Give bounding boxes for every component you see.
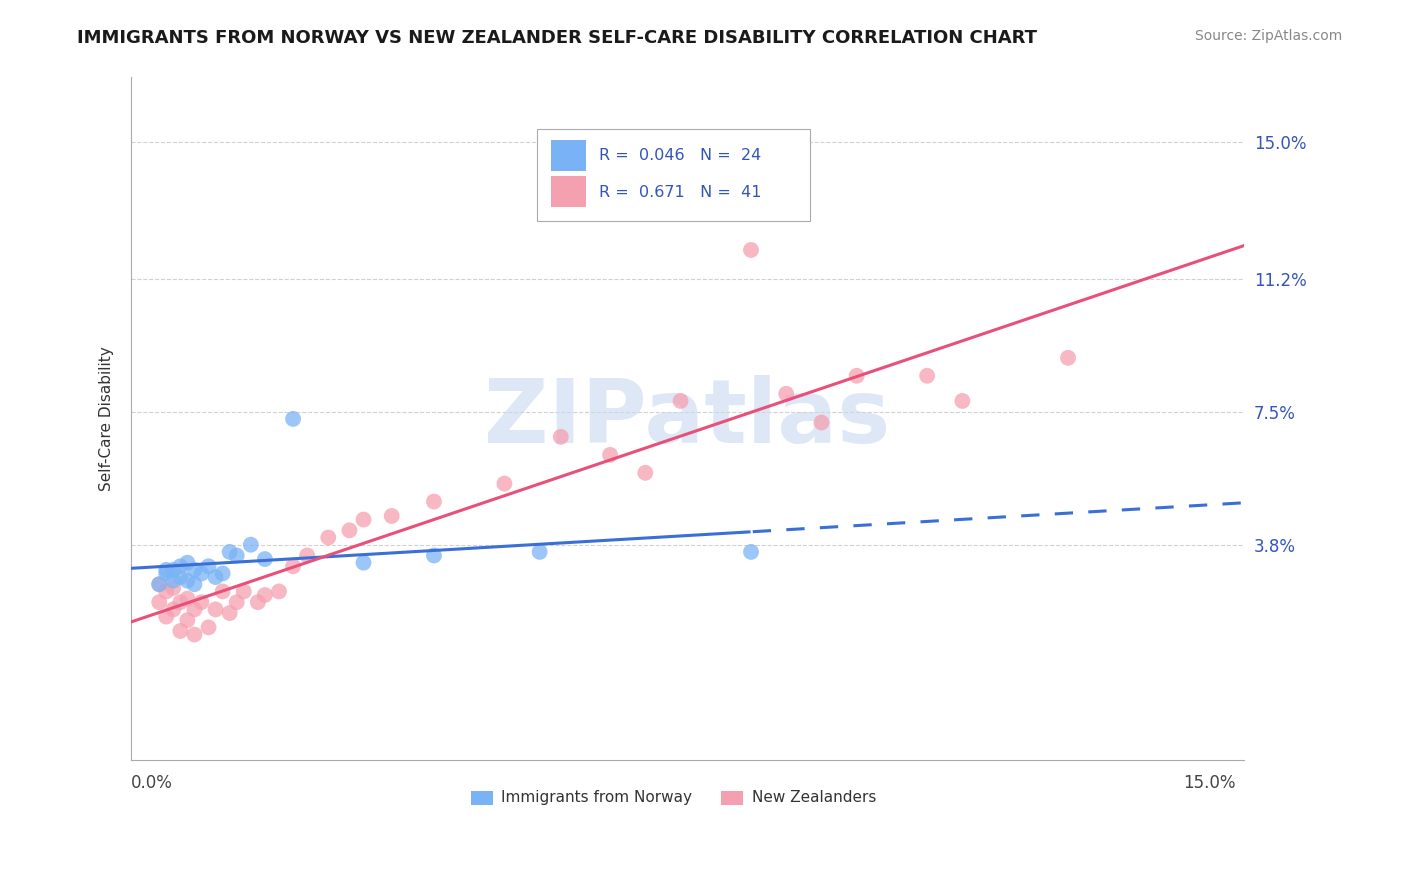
Point [353, 556, 375, 570]
Point [155, 563, 177, 577]
Point [225, 549, 247, 563]
Point [950, 393, 973, 408]
Text: ZIPatlas: ZIPatlas [485, 376, 891, 462]
Point [246, 595, 269, 609]
Point [239, 538, 262, 552]
Point [810, 416, 832, 430]
Point [155, 609, 177, 624]
Point [381, 508, 404, 523]
FancyBboxPatch shape [551, 140, 586, 171]
Point [845, 368, 868, 383]
Point [353, 512, 375, 526]
Point [155, 584, 177, 599]
Text: New Zealanders: New Zealanders [752, 790, 876, 805]
Point [148, 577, 170, 591]
Point [915, 368, 938, 383]
Point [162, 563, 184, 577]
Point [176, 591, 198, 606]
Point [218, 606, 240, 620]
Point [775, 386, 797, 401]
Point [176, 613, 198, 627]
Point [339, 524, 361, 538]
Point [529, 545, 551, 559]
Point [634, 466, 657, 480]
FancyBboxPatch shape [721, 791, 744, 805]
Point [183, 577, 205, 591]
Point [148, 577, 170, 591]
Point [316, 531, 339, 545]
Point [162, 581, 184, 595]
Point [162, 574, 184, 588]
Point [211, 566, 233, 581]
Point [190, 595, 212, 609]
Point [183, 563, 205, 577]
Point [1057, 351, 1080, 365]
Point [176, 556, 198, 570]
Point [232, 584, 254, 599]
Point [281, 412, 304, 426]
Point [669, 393, 692, 408]
Point [176, 574, 198, 588]
Text: Immigrants from Norway: Immigrants from Norway [501, 790, 692, 805]
Point [740, 243, 762, 257]
Point [155, 566, 177, 581]
Point [295, 549, 318, 563]
Point [423, 549, 446, 563]
Point [190, 566, 212, 581]
Point [169, 570, 191, 584]
Point [169, 595, 191, 609]
Point [281, 559, 304, 574]
Point [423, 494, 446, 508]
Point [599, 448, 621, 462]
Point [204, 570, 226, 584]
Point [162, 602, 184, 616]
Text: IMMIGRANTS FROM NORWAY VS NEW ZEALANDER SELF-CARE DISABILITY CORRELATION CHART: IMMIGRANTS FROM NORWAY VS NEW ZEALANDER … [77, 29, 1038, 46]
Text: R =  0.046   N =  24: R = 0.046 N = 24 [599, 148, 761, 163]
Point [169, 559, 191, 574]
Point [253, 588, 276, 602]
Point [197, 620, 219, 634]
Point [494, 476, 516, 491]
Point [183, 627, 205, 641]
Point [267, 584, 290, 599]
Point [218, 545, 240, 559]
Text: Source: ZipAtlas.com: Source: ZipAtlas.com [1195, 29, 1343, 43]
FancyBboxPatch shape [537, 128, 810, 221]
Point [225, 595, 247, 609]
Text: R =  0.671   N =  41: R = 0.671 N = 41 [599, 185, 761, 200]
Point [211, 584, 233, 599]
FancyBboxPatch shape [471, 791, 492, 805]
Point [197, 559, 219, 574]
FancyBboxPatch shape [551, 177, 586, 207]
Y-axis label: Self-Care Disability: Self-Care Disability [100, 346, 114, 491]
Point [253, 552, 276, 566]
Point [183, 602, 205, 616]
Point [550, 430, 572, 444]
Point [169, 624, 191, 638]
Point [204, 602, 226, 616]
Point [740, 545, 762, 559]
Point [148, 595, 170, 609]
